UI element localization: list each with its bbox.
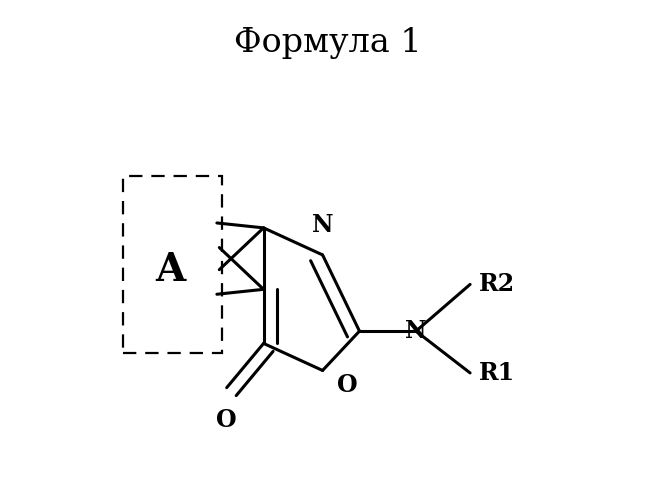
Text: N: N [312, 214, 333, 238]
Text: R2: R2 [479, 272, 515, 296]
Text: O: O [216, 408, 237, 432]
Text: O: O [337, 373, 358, 397]
Text: R1: R1 [479, 361, 515, 385]
Text: Формула 1: Формула 1 [234, 28, 421, 60]
Text: N: N [405, 319, 427, 343]
Text: A: A [155, 250, 185, 288]
Bar [123, 176, 222, 353]
